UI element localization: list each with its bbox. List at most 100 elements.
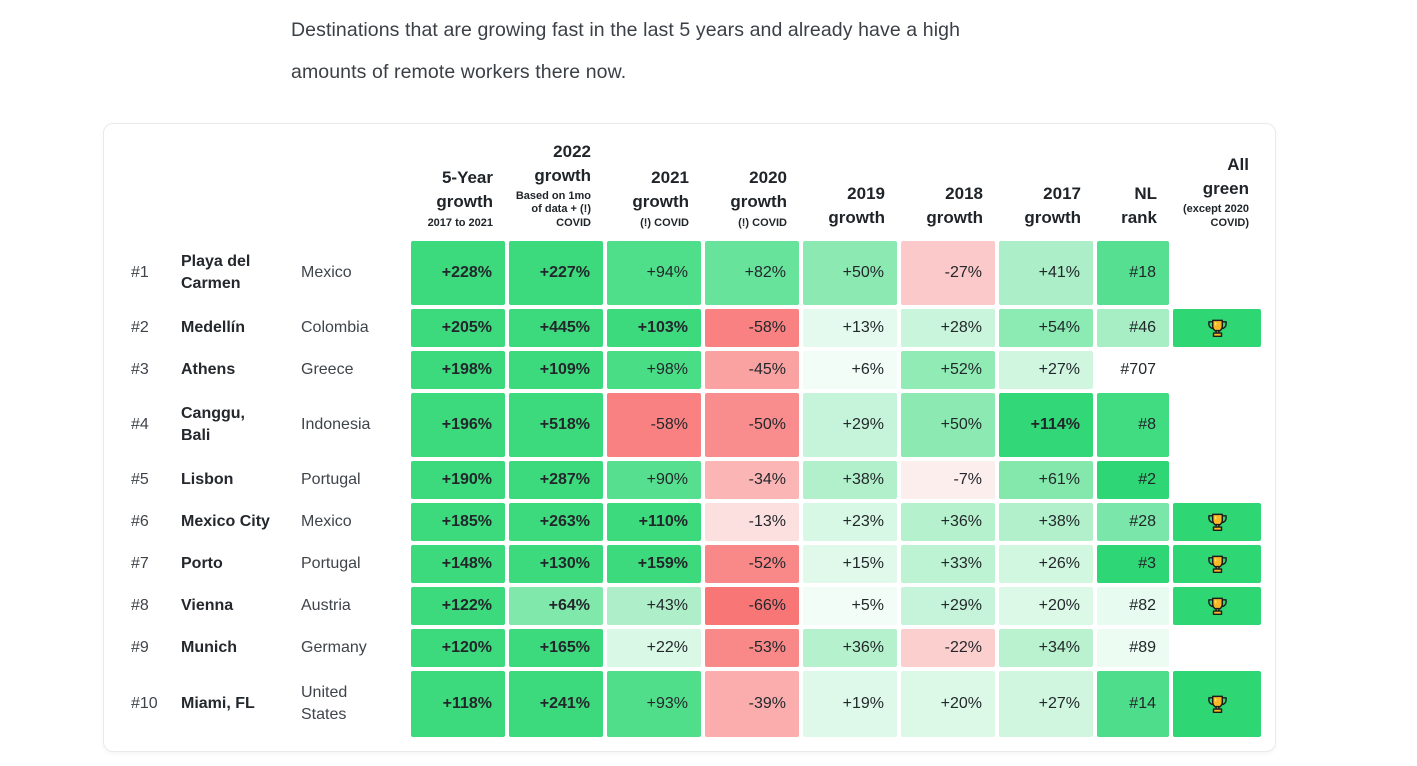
column-header-5: 2019 growth bbox=[803, 140, 897, 237]
column-header-7: 2017 growth bbox=[999, 140, 1093, 237]
column-title: 2022 growth bbox=[534, 141, 591, 185]
column-header-9: All green (except 2020 COVID) bbox=[1173, 140, 1261, 237]
growth-value-cell: +26% bbox=[999, 545, 1093, 583]
nl-rank-cell: #18 bbox=[1097, 241, 1169, 305]
growth-value-cell: -27% bbox=[901, 241, 995, 305]
nl-rank-cell: #2 bbox=[1097, 461, 1169, 499]
trophy-icon bbox=[1207, 597, 1227, 615]
nl-rank-cell: #28 bbox=[1097, 503, 1169, 541]
growth-value-cell: -45% bbox=[705, 351, 799, 389]
growth-value-cell: -13% bbox=[705, 503, 799, 541]
nl-rank-cell: #707 bbox=[1120, 361, 1156, 378]
rank-cell: #9 bbox=[131, 639, 149, 657]
rank-cell: #10 bbox=[131, 695, 158, 713]
column-title: 2019 growth bbox=[828, 183, 885, 227]
growth-value-cell: +54% bbox=[999, 309, 1093, 347]
growth-value-cell: +165% bbox=[509, 629, 603, 667]
all-green-cell bbox=[1173, 587, 1261, 625]
trophy-icon bbox=[1207, 319, 1227, 337]
growth-value-cell: +109% bbox=[509, 351, 603, 389]
city-cell: Mexico City bbox=[181, 513, 270, 531]
growth-value-cell: +5% bbox=[803, 587, 897, 625]
growth-value-cell: +38% bbox=[999, 503, 1093, 541]
city-cell: Miami, FL bbox=[181, 695, 255, 713]
growth-value-cell: +198% bbox=[411, 351, 505, 389]
all-green-cell bbox=[1173, 241, 1261, 305]
growth-value-cell: -53% bbox=[705, 629, 799, 667]
all-green-cell bbox=[1173, 629, 1261, 667]
growth-value-cell: +6% bbox=[803, 351, 897, 389]
growth-value-cell: +22% bbox=[607, 629, 701, 667]
growth-value-cell: +98% bbox=[607, 351, 701, 389]
nl-rank-cell: #8 bbox=[1097, 393, 1169, 457]
country-cell: Germany bbox=[301, 639, 367, 657]
growth-value-cell: -34% bbox=[705, 461, 799, 499]
column-header-8: NL rank bbox=[1097, 140, 1169, 237]
growth-value-cell: +159% bbox=[607, 545, 701, 583]
country-column-header bbox=[301, 140, 407, 237]
column-title: NL rank bbox=[1121, 183, 1157, 227]
growth-value-cell: -7% bbox=[901, 461, 995, 499]
growth-table: 5-Year growth 2017 to 2021 2022 growth Base… bbox=[131, 140, 1261, 737]
growth-value-cell: +27% bbox=[999, 351, 1093, 389]
growth-value-cell: +110% bbox=[607, 503, 701, 541]
growth-value-cell: -39% bbox=[705, 671, 799, 737]
growth-value-cell: +205% bbox=[411, 309, 505, 347]
growth-value-cell: +518% bbox=[509, 393, 603, 457]
growth-value-cell: +82% bbox=[705, 241, 799, 305]
growth-value-cell: +61% bbox=[999, 461, 1093, 499]
column-subtitle: (!) COVID bbox=[640, 216, 689, 229]
growth-value-cell: -58% bbox=[607, 393, 701, 457]
growth-value-cell: +41% bbox=[999, 241, 1093, 305]
column-subtitle: (!) COVID bbox=[738, 216, 787, 229]
growth-value-cell: +148% bbox=[411, 545, 505, 583]
growth-value-cell: +52% bbox=[901, 351, 995, 389]
all-green-cell bbox=[1173, 545, 1261, 583]
rank-cell: #1 bbox=[131, 264, 149, 282]
nl-rank-cell: #82 bbox=[1097, 587, 1169, 625]
growth-value-cell: +19% bbox=[803, 671, 897, 737]
rank-cell: #7 bbox=[131, 555, 149, 573]
growth-value-cell: +28% bbox=[901, 309, 995, 347]
city-cell: Munich bbox=[181, 639, 237, 657]
growth-value-cell: +36% bbox=[901, 503, 995, 541]
city-cell: Lisbon bbox=[181, 471, 234, 489]
column-subtitle: 2017 to 2021 bbox=[427, 216, 493, 229]
growth-value-cell: +64% bbox=[509, 587, 603, 625]
column-title: 2020 growth bbox=[730, 168, 787, 212]
growth-value-cell: +90% bbox=[607, 461, 701, 499]
trophy-icon bbox=[1207, 555, 1227, 573]
growth-value-cell: +50% bbox=[803, 241, 897, 305]
growth-value-cell: +15% bbox=[803, 545, 897, 583]
column-header-3: 2021 growth (!) COVID bbox=[607, 140, 701, 237]
growth-value-cell: +287% bbox=[509, 461, 603, 499]
country-cell: Mexico bbox=[301, 264, 352, 282]
growth-value-cell: +263% bbox=[509, 503, 603, 541]
column-title: 5-Year growth bbox=[436, 168, 493, 212]
column-subtitle: Based on 1mo of data + (!) COVID bbox=[515, 189, 591, 229]
growth-value-cell: +122% bbox=[411, 587, 505, 625]
all-green-cell bbox=[1173, 461, 1261, 499]
country-cell: Portugal bbox=[301, 471, 361, 489]
growth-value-cell: +38% bbox=[803, 461, 897, 499]
growth-value-cell: +241% bbox=[509, 671, 603, 737]
growth-value-cell: +23% bbox=[803, 503, 897, 541]
nl-rank-cell: #46 bbox=[1097, 309, 1169, 347]
growth-value-cell: -50% bbox=[705, 393, 799, 457]
growth-value-cell: +130% bbox=[509, 545, 603, 583]
trophy-icon bbox=[1207, 695, 1227, 713]
intro-text: Destinations that are growing fast in th… bbox=[291, 19, 961, 83]
growth-value-cell: +120% bbox=[411, 629, 505, 667]
growth-value-cell: -52% bbox=[705, 545, 799, 583]
growth-value-cell: +118% bbox=[411, 671, 505, 737]
all-green-cell bbox=[1173, 351, 1261, 389]
rank-cell: #2 bbox=[131, 319, 149, 337]
country-cell: Austria bbox=[301, 597, 351, 615]
nl-rank-cell: #14 bbox=[1097, 671, 1169, 737]
city-cell: Athens bbox=[181, 361, 236, 379]
growth-value-cell: +27% bbox=[999, 671, 1093, 737]
city-column-header bbox=[181, 140, 297, 237]
growth-value-cell: +228% bbox=[411, 241, 505, 305]
growth-value-cell: -58% bbox=[705, 309, 799, 347]
growth-value-cell: +103% bbox=[607, 309, 701, 347]
